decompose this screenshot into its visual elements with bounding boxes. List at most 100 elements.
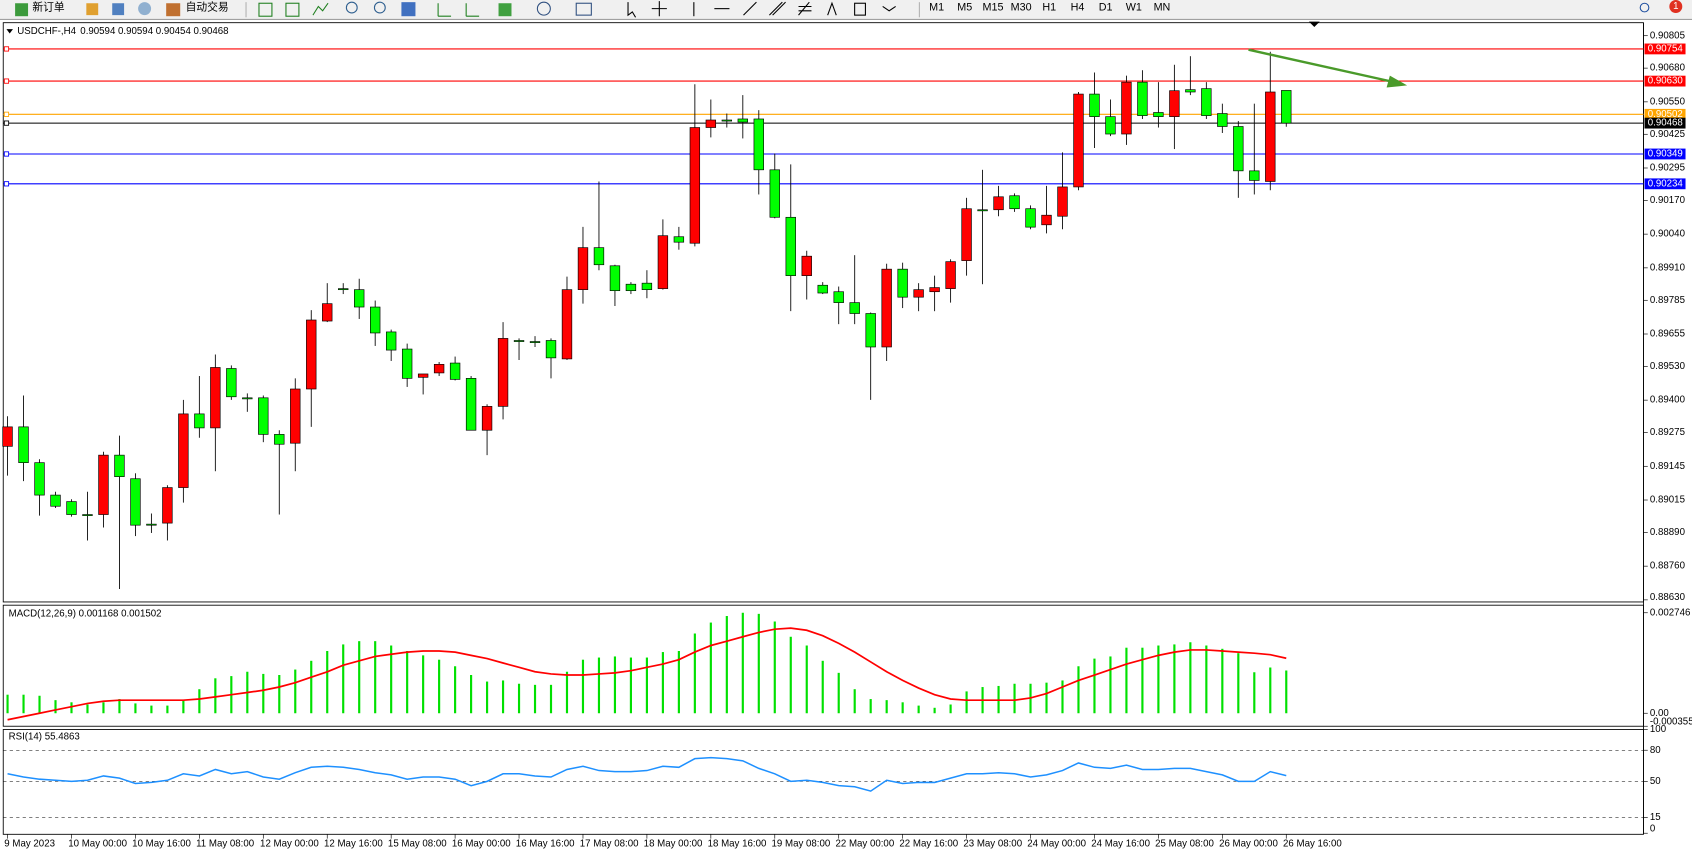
- macd-bar: [789, 636, 792, 714]
- macd-bar: [198, 689, 201, 714]
- candle-body: [306, 319, 317, 390]
- candle-body: [705, 119, 717, 128]
- candle-body: [338, 288, 349, 291]
- macd-bar: [917, 705, 920, 714]
- tool-icon[interactable]: [86, 3, 99, 16]
- macd-bar: [166, 705, 169, 714]
- tool-icon[interactable]: [138, 2, 152, 16]
- auto-trading-icon[interactable]: [166, 3, 181, 17]
- timeframe-button[interactable]: M1: [929, 1, 944, 13]
- macd-bar: [597, 657, 601, 714]
- candle-body: [753, 118, 764, 171]
- candle-body: [577, 247, 589, 290]
- candle-body: [370, 306, 381, 334]
- level-label-box: [1644, 108, 1686, 120]
- y-tick-label: 50: [1650, 776, 1661, 787]
- macd-bar: [549, 684, 553, 714]
- macd-bar: [390, 645, 393, 714]
- x-tick-label: 12 May 16:00: [324, 839, 383, 850]
- line-chart-icon[interactable]: [312, 2, 329, 16]
- x-tick-label: 12 May 00:00: [260, 839, 319, 850]
- candle-body: [945, 261, 956, 289]
- arrows-icon[interactable]: [882, 6, 896, 12]
- tile-icon[interactable]: [401, 2, 416, 17]
- macd-bar: [70, 702, 73, 714]
- macd-bar: [1093, 658, 1096, 714]
- notification-badge[interactable]: [1669, 0, 1683, 13]
- candle-body: [194, 413, 205, 429]
- new-order-icon[interactable]: [15, 3, 29, 17]
- macd-bar: [294, 669, 297, 714]
- candle-body: [1185, 89, 1196, 93]
- trendline-icon[interactable]: [743, 1, 757, 16]
- candle-body: [849, 302, 860, 314]
- timeframe-button[interactable]: M5: [957, 1, 972, 13]
- macd-bar: [885, 700, 888, 714]
- periods-icon[interactable]: [536, 1, 551, 16]
- candle-body: [1249, 170, 1260, 181]
- macd-bar: [358, 641, 361, 714]
- indicators-icon[interactable]: [498, 3, 512, 17]
- macd-bar: [757, 613, 760, 714]
- cursor-icon[interactable]: [627, 2, 637, 18]
- timeframe-button[interactable]: H1: [1042, 1, 1056, 13]
- templates-icon[interactable]: [575, 2, 592, 16]
- x-tick-label: 11 May 08:00: [196, 839, 255, 850]
- timeframe-button[interactable]: D1: [1099, 1, 1113, 13]
- y-tick-label: 80: [1650, 745, 1661, 756]
- macd-bar: [278, 675, 281, 714]
- candle-body: [34, 462, 45, 496]
- level-marker: [3, 46, 10, 52]
- y-tick-label: 0.89655: [1650, 329, 1685, 340]
- x-tick-label: 22 May 00:00: [835, 839, 894, 850]
- candle-body: [1137, 81, 1148, 116]
- shift-icon[interactable]: [465, 3, 480, 17]
- bar-chart-icon[interactable]: [258, 2, 273, 17]
- y-tick-label: 0.88890: [1650, 527, 1686, 538]
- timeframe-button[interactable]: M15: [982, 1, 1003, 13]
- candle-chart-icon[interactable]: [285, 2, 300, 17]
- candle-body: [82, 514, 93, 516]
- candle-body: [2, 426, 13, 447]
- scroll-icon[interactable]: [437, 3, 452, 17]
- panes: [2, 21, 1644, 835]
- candle-body: [673, 236, 685, 243]
- candle-body: [50, 494, 61, 507]
- x-tick-label: 22 May 16:00: [899, 839, 958, 850]
- level-label-box: [1644, 117, 1686, 129]
- macd-bar: [837, 672, 840, 714]
- x-tick-label: 26 May 00:00: [1219, 839, 1278, 850]
- fibo-icon[interactable]: [798, 1, 812, 16]
- zoom-out-icon[interactable]: [373, 1, 386, 14]
- text-icon[interactable]: [827, 1, 837, 16]
- new-order-button[interactable]: 新订单: [32, 0, 65, 13]
- tool-icon[interactable]: [112, 3, 125, 16]
- candle-body: [1089, 93, 1100, 117]
- x-tick-label: 18 May 16:00: [708, 839, 767, 850]
- label-icon[interactable]: [854, 2, 866, 16]
- macd-bar: [901, 702, 904, 714]
- channel-icon[interactable]: [769, 1, 786, 16]
- macd-bar: [517, 683, 521, 714]
- candle-body: [961, 208, 972, 261]
- x-tick-label: 15 May 08:00: [388, 839, 447, 850]
- candle-body: [1265, 91, 1276, 182]
- timeframe-button[interactable]: W1: [1126, 1, 1142, 13]
- candle-body: [641, 282, 653, 290]
- timeframe-button[interactable]: H4: [1071, 1, 1085, 13]
- candle-body: [274, 434, 285, 445]
- macd-bar: [485, 681, 489, 714]
- search-icon[interactable]: [1639, 2, 1650, 13]
- candle-body: [993, 196, 1004, 211]
- auto-trading-button[interactable]: 自动交易: [186, 0, 229, 13]
- macd-bar: [182, 700, 185, 714]
- macd-bar: [741, 612, 744, 714]
- crosshair-icon[interactable]: [651, 1, 667, 17]
- timeframe-button[interactable]: M30: [1011, 1, 1032, 13]
- macd-bar: [454, 666, 457, 714]
- zoom-in-icon[interactable]: [345, 1, 358, 14]
- macd-bar: [501, 680, 505, 714]
- timeframe-button[interactable]: MN: [1154, 1, 1171, 13]
- candle-body: [513, 340, 525, 342]
